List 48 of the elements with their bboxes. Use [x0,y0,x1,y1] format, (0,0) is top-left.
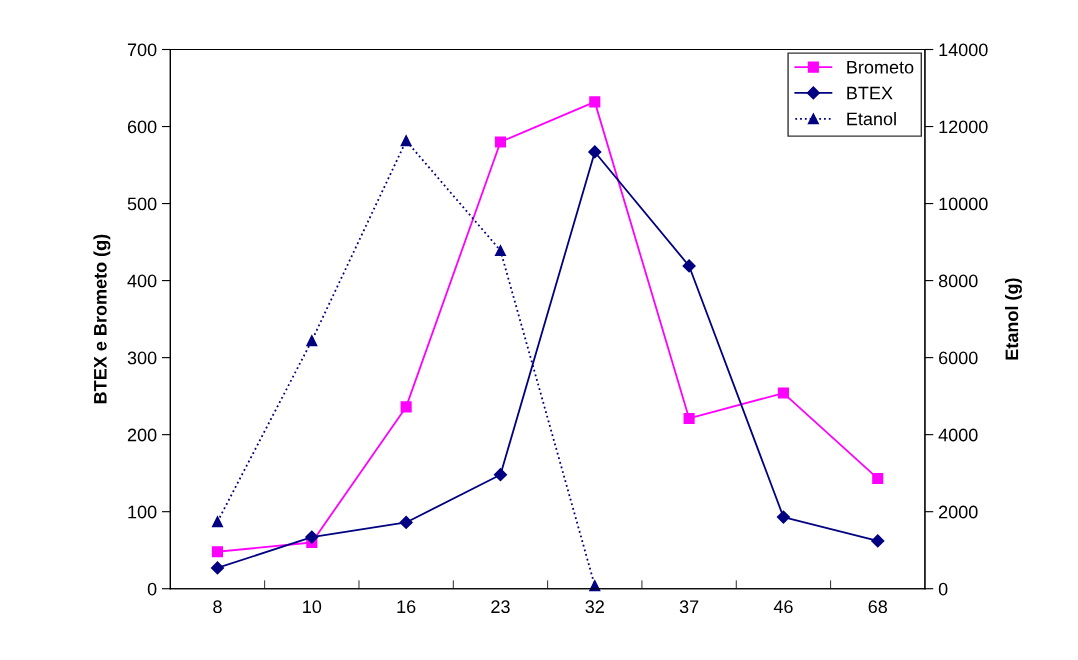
point [399,515,413,530]
y-tick-label: 100 [128,505,157,519]
y-tick-label: 600 [127,120,157,134]
point [494,244,507,257]
y2-tick-label: 12000 [939,120,988,134]
legend-label: Etanol [847,112,896,126]
y2-tick-label: 0 [938,582,948,596]
legend-label: BTEX [847,86,893,100]
y2-axis-title: Etanol (g) [1004,278,1022,360]
point [306,335,318,347]
point [211,546,224,558]
y2-tick-label: 10000 [939,197,988,211]
point [400,401,412,413]
point [400,135,412,147]
point [776,510,791,524]
y-tick-label: 500 [127,197,157,211]
x-tick-label: 68 [868,600,888,614]
y-tick-label: 400 [127,274,157,288]
x-tick-label: 10 [303,600,322,614]
y2-tick-label: 4000 [938,428,978,442]
y2-tick-label: 8000 [938,274,978,288]
point [872,473,884,485]
x-tick-label: 32 [585,600,604,614]
point [493,468,508,482]
legend-label: Brometo [847,61,914,74]
y-tick-label: 0 [147,582,157,596]
x-tick-label: 46 [773,600,793,614]
point [211,516,224,528]
point [588,145,602,159]
point [589,96,601,108]
point [683,412,695,425]
y2-tick-label: 2000 [939,505,978,519]
y-tick-label: 300 [127,351,157,365]
x-tick-label: 8 [213,600,222,614]
point [871,534,885,548]
x-tick-label: 16 [397,600,416,614]
y-tick-label: 700 [127,43,157,57]
point [210,561,225,575]
y2-tick-label: 6000 [939,351,978,365]
x-tick-label: 37 [679,600,699,614]
y-axis-title: BTEX e Brometo (g) [93,234,111,404]
x-tick-label: 23 [491,600,510,614]
y-tick-label: 200 [127,428,157,442]
point [682,259,696,273]
point [305,530,319,544]
point [777,387,789,399]
y2-tick-label: 14000 [939,43,988,57]
point [494,136,507,148]
